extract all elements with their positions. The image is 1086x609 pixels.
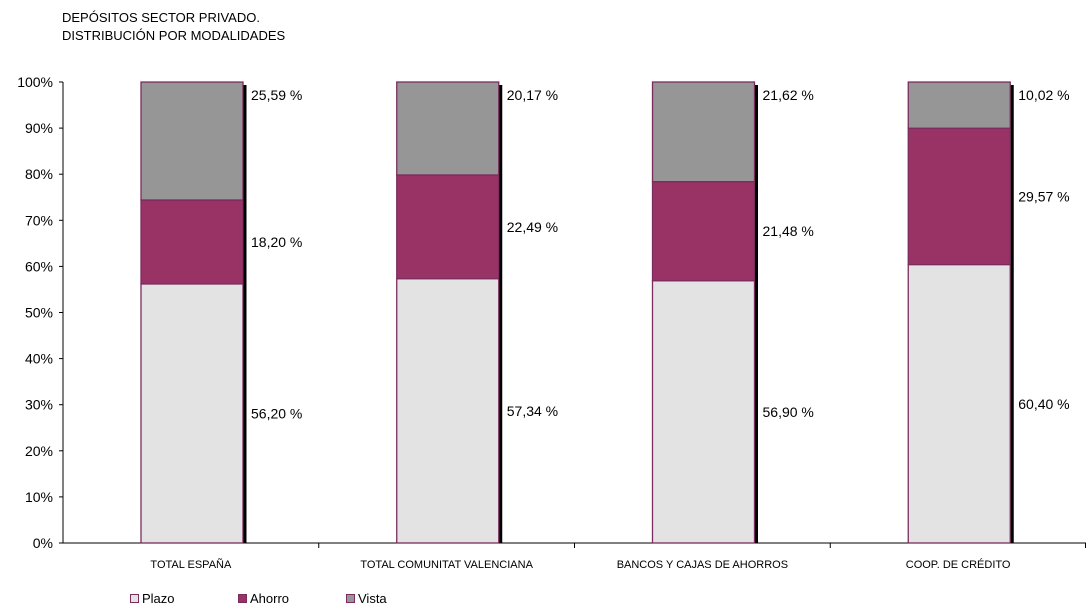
y-tick-label: 90% [25,120,53,136]
bar-segment-ahorro [140,199,244,285]
x-tick-label: TOTAL COMUNITAT VALENCIANA [360,559,533,571]
bar-segment-ahorro [907,127,1011,266]
bar-segment-plazo [907,263,1011,544]
y-tick-label: 30% [25,397,53,413]
legend-swatch [346,594,355,603]
data-label-plazo: 57,34 % [507,403,558,419]
y-tick-label: 60% [25,258,53,274]
bar-segment-ahorro [651,181,756,282]
chart-data-labels: 56,20 % 18,20 % 25,59 % 57,34 % 22,49 % 20,17… [251,87,1070,421]
bar-segment-vista [396,81,500,176]
legend-swatch [238,594,247,603]
data-label-vista: 10,02 % [1018,87,1069,103]
legend-label: Vista [358,591,387,606]
x-tick-label: TOTAL ESPAÑA [150,558,232,571]
chart-legend: Plazo Ahorro Vista [130,591,406,606]
y-tick-label: 0% [33,535,53,551]
y-tick-label: 70% [25,212,53,228]
y-tick-label: 40% [25,351,53,367]
legend-label: Plazo [142,591,175,606]
data-label-ahorro: 29,57 % [1018,188,1069,204]
chart-subtitle: DISTRIBUCIÓN POR MODALIDADES [62,28,286,43]
data-label-vista: 21,62 % [763,87,814,103]
y-tick-label: 100% [17,74,53,90]
x-tick-label: BANCOS Y CAJAS DE AHORROS [617,559,788,571]
bar-segment-vista [651,81,756,183]
bar-segment-vista [140,81,244,201]
chart-title-block: DEPÓSITOS SECTOR PRIVADO. DISTRIBUCIÓN P… [62,9,285,45]
data-label-plazo: 56,90 % [763,404,814,420]
y-tick-label: 20% [25,443,53,459]
data-label-vista: 20,17 % [507,87,558,103]
data-label-ahorro: 21,48 % [763,223,814,239]
data-label-ahorro: 22,49 % [507,219,558,235]
bar-segment-ahorro [396,174,500,280]
data-label-ahorro: 18,20 % [251,234,302,250]
legend-swatch [130,594,139,603]
legend-item-vista: Vista [346,591,406,606]
data-label-plazo: 56,20 % [251,405,302,421]
y-tick-label: 80% [25,166,53,182]
data-label-vista: 25,59 % [251,87,302,103]
data-label-plazo: 60,40 % [1018,396,1069,412]
legend-item-plazo: Plazo [130,591,238,606]
legend-item-ahorro: Ahorro [238,591,346,606]
y-tick-label: 50% [25,305,53,321]
y-tick-label: 10% [25,489,53,505]
legend-label: Ahorro [250,591,290,606]
bar-segment-plazo [140,283,244,544]
bar-segment-vista [907,81,1011,129]
bar-segment-plazo [396,278,500,544]
x-tick-label: COOP. DE CRÉDITO [906,558,1011,571]
bar-segment-plazo [651,280,756,544]
chart-bars [140,81,1014,544]
chart-title: DEPÓSITOS SECTOR PRIVADO. [62,10,260,25]
